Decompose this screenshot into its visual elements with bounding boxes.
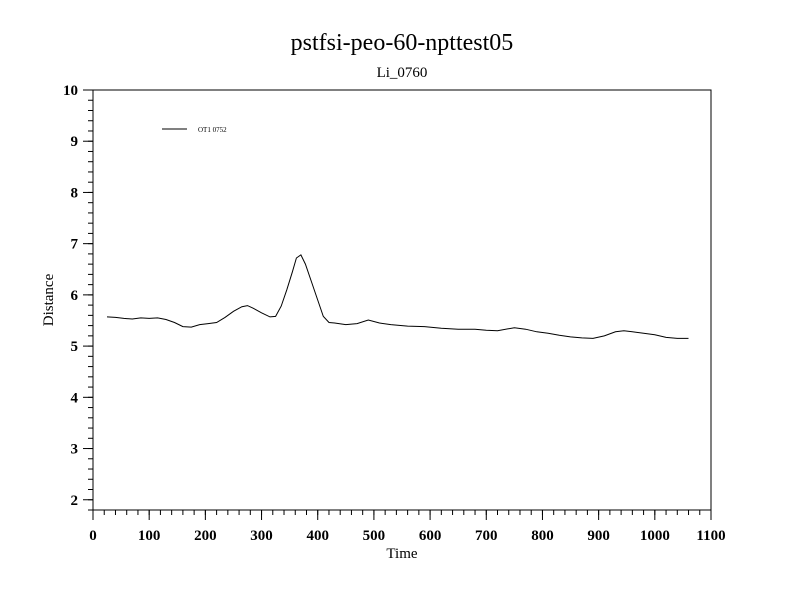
x-axis-label: Time [386, 546, 417, 562]
x-tick-label: 1100 [696, 528, 725, 544]
x-tick-label: 100 [138, 528, 161, 544]
x-tick-label: 0 [89, 528, 97, 544]
y-tick-label: 4 [71, 390, 79, 406]
y-axis-label: Distance [41, 273, 57, 326]
y-tick-label: 6 [71, 288, 79, 304]
y-tick-label: 9 [71, 134, 79, 150]
y-tick-label: 7 [71, 237, 79, 253]
x-tick-label: 1000 [640, 528, 670, 544]
y-tick-label: 2 [71, 493, 79, 509]
x-tick-label: 800 [531, 528, 554, 544]
x-tick-label: 200 [194, 528, 217, 544]
x-tick-label: 900 [587, 528, 610, 544]
x-tick-label: 700 [475, 528, 498, 544]
legend-label: OT1 0752 [198, 126, 227, 134]
y-tick-label: 3 [71, 442, 79, 458]
series-line [106, 254, 689, 339]
x-tick-label: 400 [306, 528, 329, 544]
y-tick-label: 8 [71, 185, 79, 201]
y-tick-label: 5 [71, 339, 79, 355]
chart-title: pstfsi-peo-60-npttest05 [291, 30, 514, 56]
tick-labels: 0 100 200 300 400 500 600 700 800 900 1000 1100 2 3 4 5… [63, 83, 726, 544]
chart-subtitle: Li_0760 [377, 65, 428, 81]
axis-ticks [83, 89, 712, 520]
y-tick-label: 10 [63, 83, 78, 99]
x-tick-label: 500 [363, 528, 386, 544]
plot-frame [92, 89, 712, 511]
x-tick-label: 300 [250, 528, 273, 544]
x-tick-label: 600 [419, 528, 442, 544]
